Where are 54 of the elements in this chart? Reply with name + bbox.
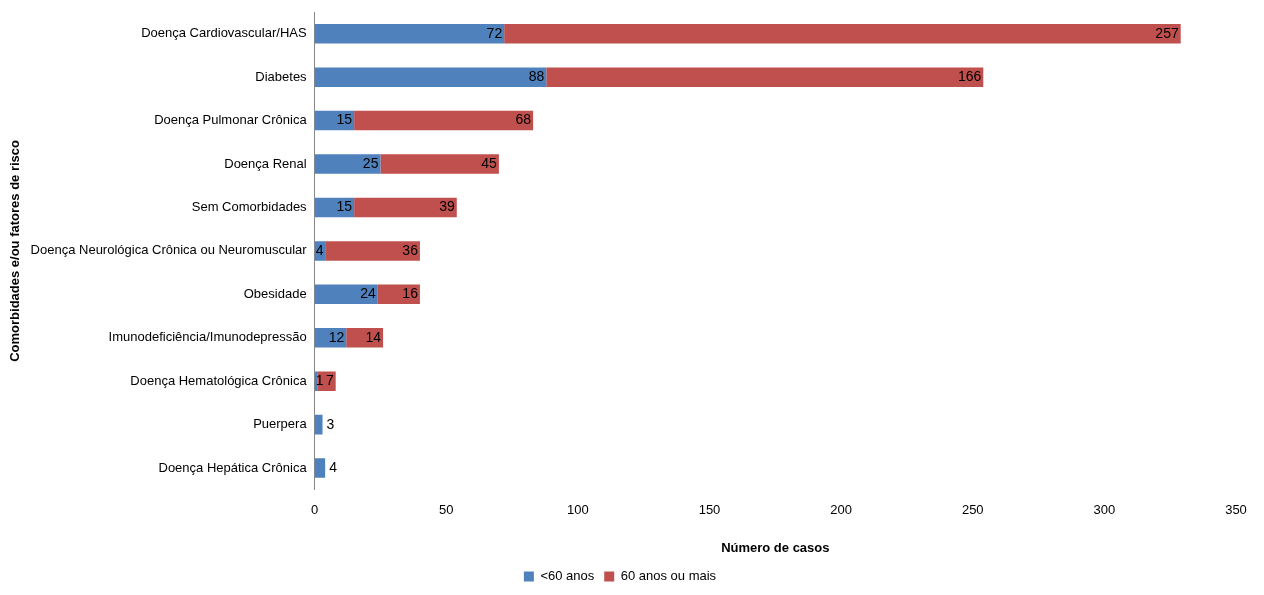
x-tick-label: 0 [311, 502, 319, 518]
y-tick-label: Imunodeficiência/Imunodepressão [108, 329, 307, 345]
bar [325, 241, 420, 261]
bar [314, 414, 323, 435]
y-tick-label: Doença Hepática Crônica [158, 459, 308, 475]
data-label: 166 [957, 68, 982, 85]
data-label: 39 [439, 198, 455, 215]
data-label: 4 [315, 241, 324, 258]
y-tick-label: Puerpera [253, 416, 308, 432]
data-label: 24 [360, 285, 377, 302]
bar [354, 110, 534, 131]
x-tick-label: 300 [1093, 502, 1116, 518]
y-tick-label: Diabetes [255, 68, 308, 84]
y-tick-label: Doença Renal [224, 155, 307, 171]
y-tick-label: Doença Neurológica Crônica ou Neuromuscular [30, 242, 308, 258]
bar [314, 67, 547, 87]
legend-label: 60 anos ou mais [620, 568, 717, 584]
bar [354, 197, 457, 218]
x-tick-label: 200 [830, 502, 852, 518]
data-label: 257 [1155, 24, 1179, 41]
x-axis-title: Número de casos [721, 539, 830, 555]
x-tick-label: 150 [698, 502, 721, 518]
data-label: 72 [486, 24, 503, 41]
data-label: 12 [328, 328, 345, 345]
y-tick-label: Sem Comorbidades [191, 199, 308, 215]
x-tick-label: 250 [961, 502, 984, 518]
data-label: 4 [329, 458, 338, 475]
data-label: 16 [402, 285, 419, 302]
data-label: 68 [515, 111, 532, 128]
x-tick-label: 50 [439, 502, 454, 518]
y-tick-label: Doença Hematológica Crônica [130, 372, 308, 388]
data-label: 88 [528, 68, 545, 85]
bar [380, 154, 499, 174]
data-label: 15 [336, 198, 353, 215]
bar [314, 23, 505, 44]
bar [314, 154, 381, 174]
legend-label: <60 anos [540, 568, 595, 584]
bar [314, 458, 326, 478]
x-tick-label: 100 [567, 502, 589, 518]
y-tick-label: Doença Cardiovascular/HAS [141, 25, 307, 41]
bar [546, 67, 984, 87]
y-tick-label: Obesidade [243, 285, 307, 301]
x-tick-label: 350 [1225, 502, 1247, 518]
bar [504, 23, 1181, 44]
data-label: 7 [325, 372, 334, 389]
data-label: 15 [336, 111, 353, 128]
data-label: 14 [365, 328, 382, 345]
y-axis-title: Comorbidades e/ou fatores de risco [7, 139, 23, 362]
data-label: 3 [326, 415, 335, 432]
data-label: 45 [481, 154, 498, 171]
y-tick-label: Doença Pulmonar Crônica [154, 112, 308, 128]
bar [346, 328, 384, 348]
data-label: 36 [402, 241, 419, 258]
data-label: 25 [362, 154, 379, 171]
